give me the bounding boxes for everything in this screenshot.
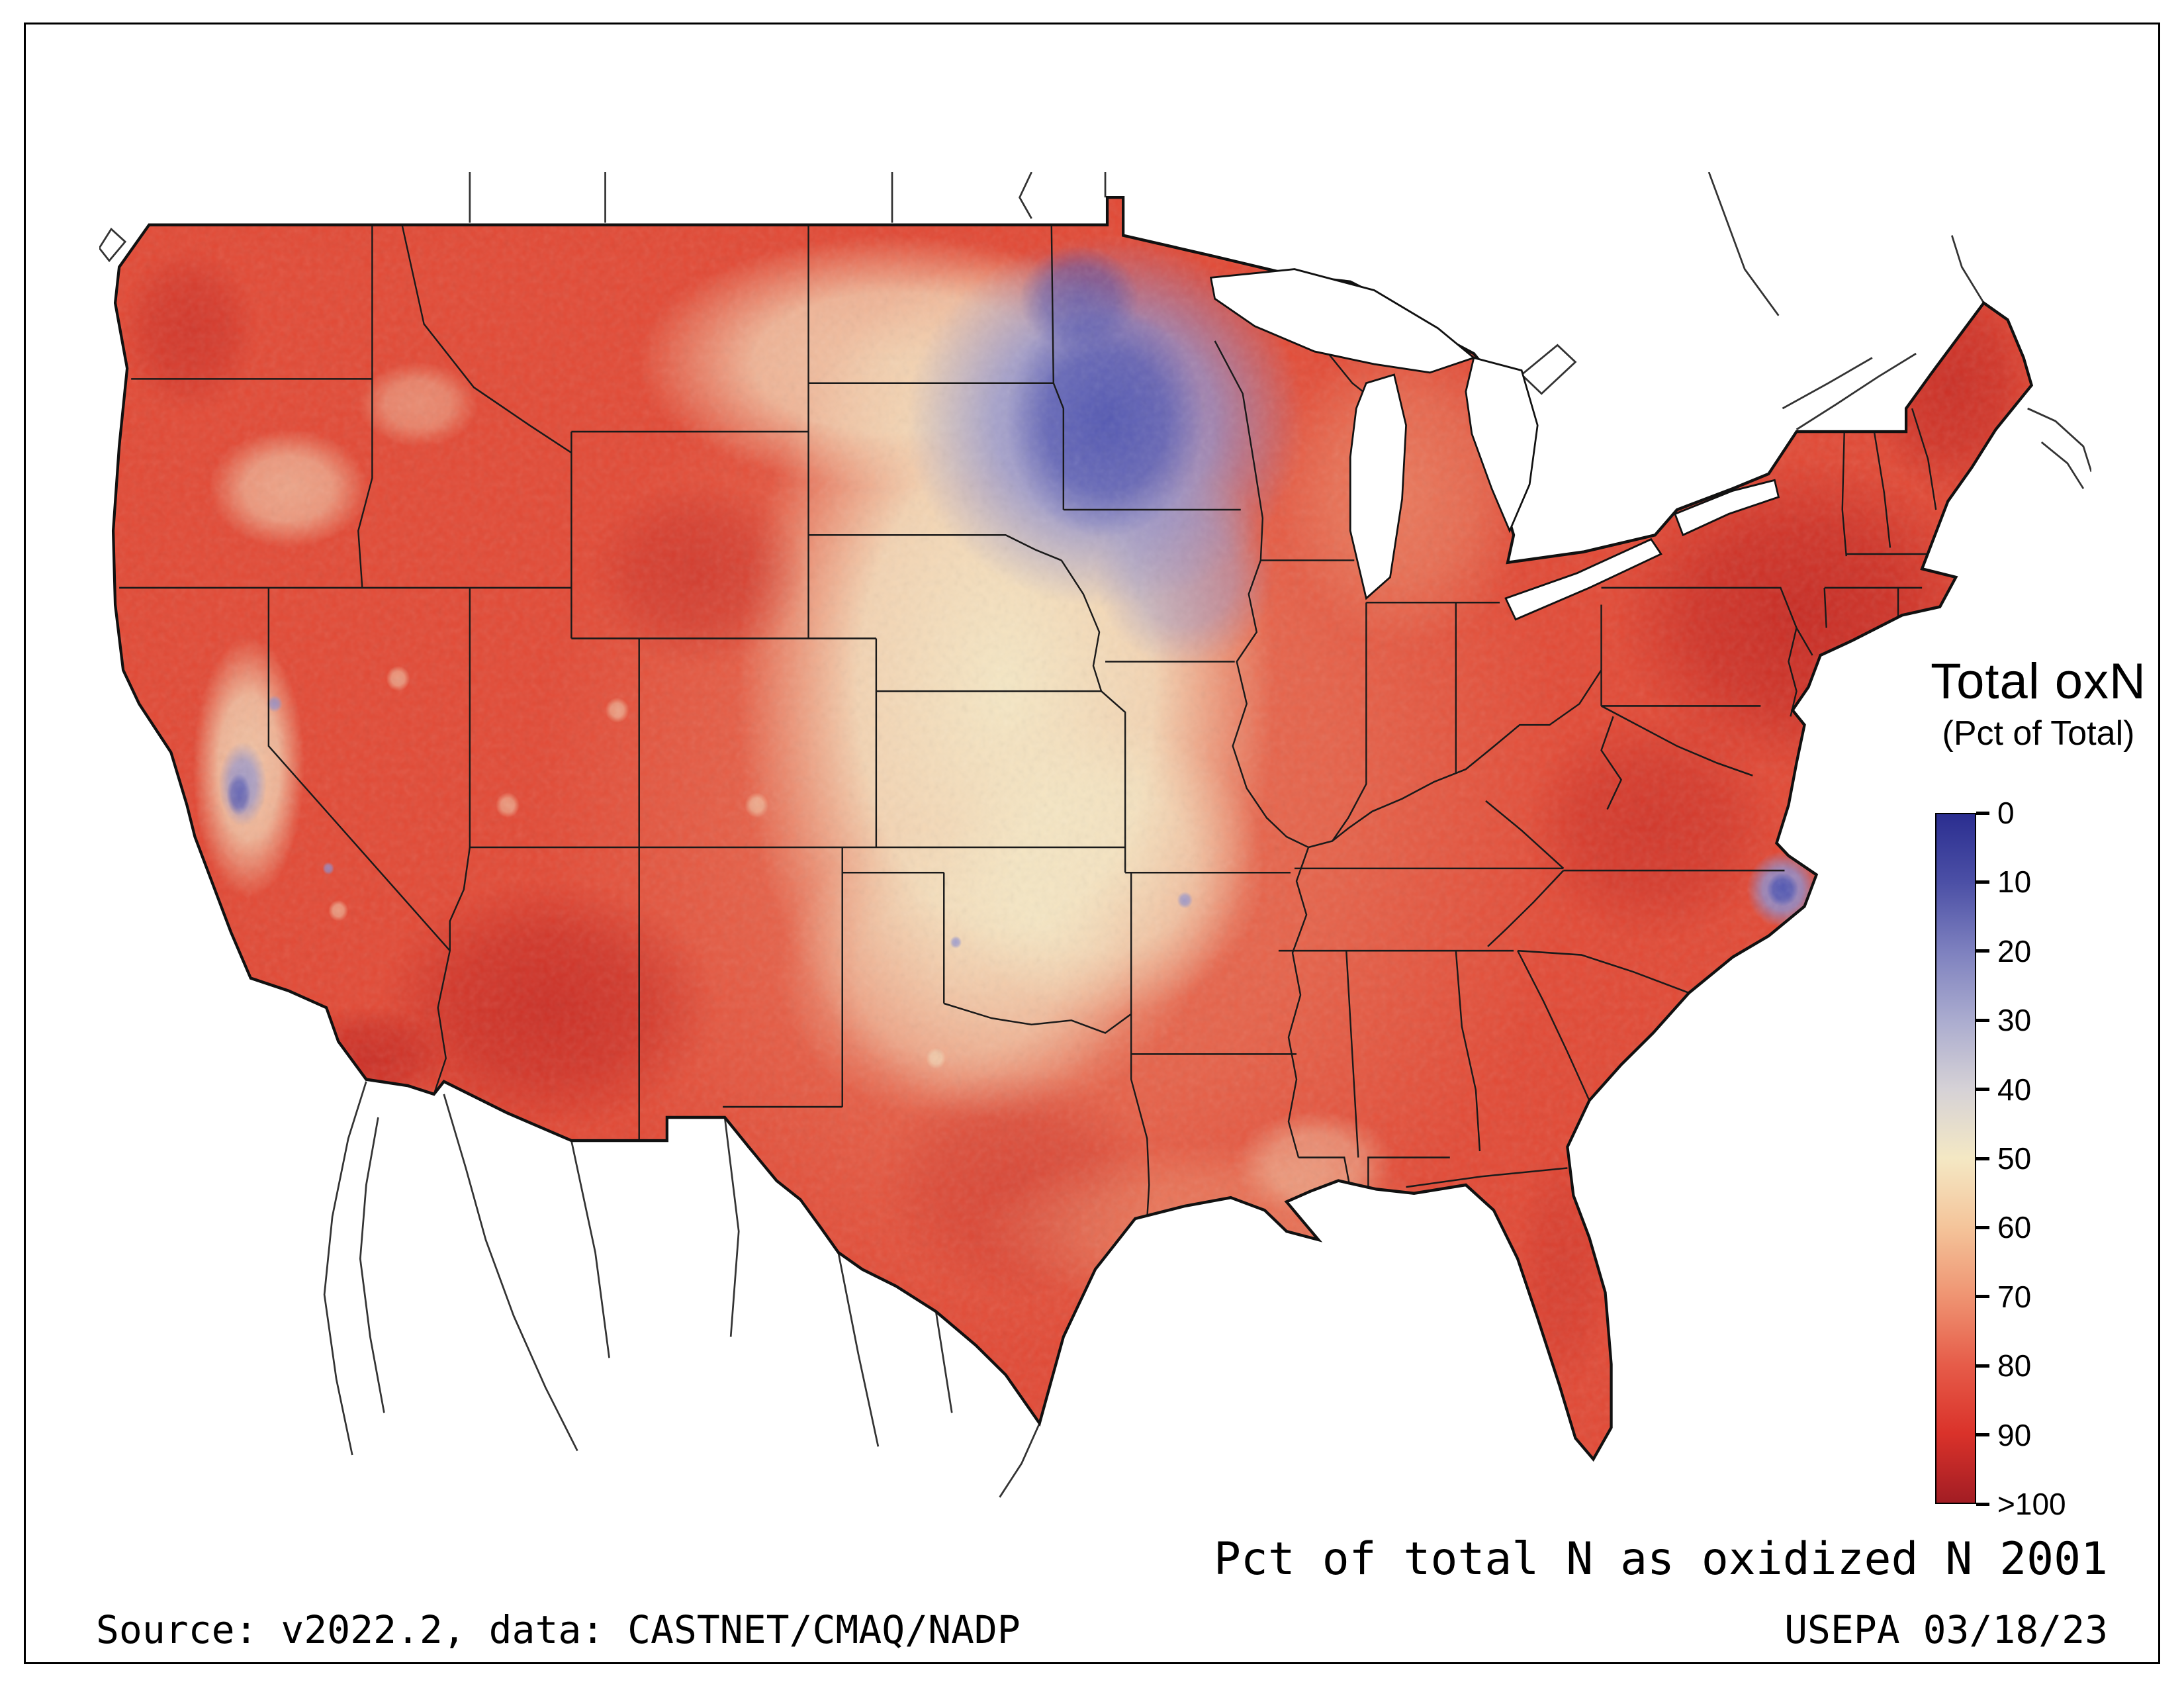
tick-mark (1976, 1364, 1989, 1368)
agency-date: USEPA 03/18/23 (1784, 1607, 2108, 1652)
colorbar-tick: 90 (1976, 1417, 2031, 1453)
mexico-lines (323, 1081, 1040, 1498)
colorbar-tick: 60 (1976, 1209, 2031, 1245)
lake-superior (1209, 268, 1476, 374)
state-borders-group (119, 224, 1937, 1219)
legend-title: Total oxN (1931, 653, 2146, 710)
colorbar-tick: 50 (1976, 1141, 2031, 1176)
tick-mark (1976, 1225, 1989, 1229)
colorbar-ticks: 0 10 20 30 40 50 60 70 80 90 >100 (1976, 796, 2175, 1521)
tick-mark (1976, 1088, 1989, 1092)
great-lakes (1209, 268, 1780, 621)
colorbar-tick: 0 (1976, 795, 2015, 831)
tick-label: 70 (1997, 1279, 2032, 1314)
tick-label: 80 (1997, 1348, 2032, 1383)
source-note: Source: v2022.2, data: CASTNET/CMAQ/NADP (96, 1607, 1021, 1652)
lake-ontario (1674, 479, 1780, 537)
plot-frame (24, 23, 2160, 1664)
tick-mark (1976, 1433, 1989, 1437)
tick-mark (1976, 880, 1989, 884)
tick-label: 10 (1997, 865, 2032, 900)
colorbar (1935, 813, 1976, 1504)
colorbar-tick: 10 (1976, 864, 2031, 900)
lake-michigan (1349, 373, 1407, 600)
tick-label: >100 (1997, 1487, 2066, 1521)
lake-huron (1465, 356, 1539, 534)
tick-mark (1976, 1018, 1989, 1022)
lake-erie (1504, 538, 1662, 621)
tick-label: 60 (1997, 1210, 2032, 1245)
colorbar-tick: >100 (1976, 1486, 2066, 1522)
vancouver-island (99, 227, 127, 263)
tick-label: 20 (1997, 933, 2032, 968)
colorbar-tick: 30 (1976, 1002, 2031, 1038)
tick-label: 40 (1997, 1072, 2032, 1107)
colorbar-tick: 70 (1976, 1279, 2031, 1315)
tick-label: 90 (1997, 1417, 2032, 1452)
caption: Pct of total N as oxidized N 2001 (1213, 1533, 2108, 1585)
colorbar-tick: 20 (1976, 933, 2031, 969)
colorbar-tick: 80 (1976, 1348, 2031, 1383)
tick-mark (1976, 1295, 1989, 1299)
tick-mark (1976, 1502, 1989, 1506)
colorbar-tick: 40 (1976, 1072, 2031, 1107)
canada-province-lines (469, 172, 2091, 489)
tick-label: 50 (1997, 1141, 2032, 1176)
legend: Total oxN (Pct of Total) 0 10 20 30 40 50 60 70… (1893, 655, 2184, 1542)
canada-borders (99, 172, 2091, 489)
tick-mark (1976, 949, 1989, 953)
tick-label: 30 (1997, 1003, 2032, 1038)
state-borders (119, 224, 1937, 1219)
georgian-bay (1520, 344, 1577, 395)
tick-mark (1976, 811, 1989, 815)
tick-label: 0 (1997, 796, 2015, 830)
us-map (99, 172, 2091, 1498)
us-outline (111, 196, 2034, 1462)
legend-subtitle: (Pct of Total) (1942, 714, 2135, 753)
tick-mark (1976, 1156, 1989, 1160)
mexico-borders (323, 1081, 1040, 1498)
